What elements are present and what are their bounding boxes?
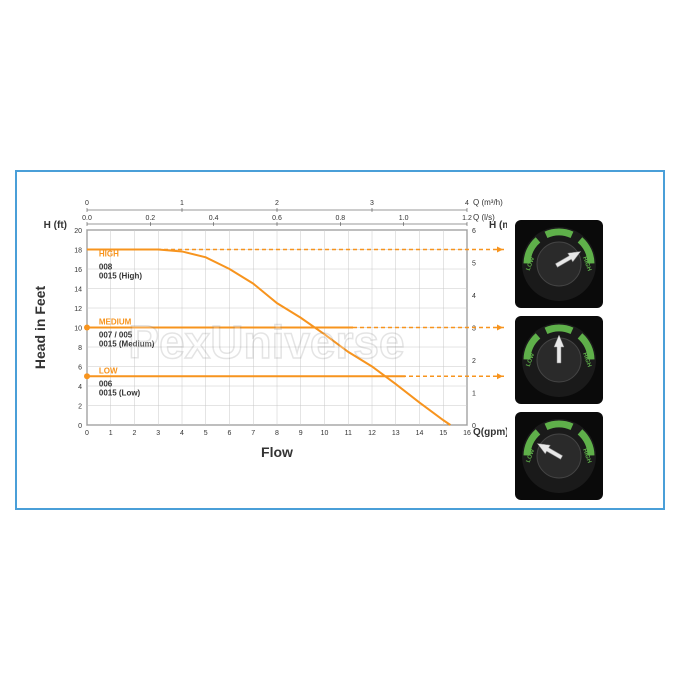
svg-text:4: 4	[472, 293, 476, 300]
speed-dial-low: MEDIUM LOW HIGH	[515, 412, 603, 500]
svg-text:9: 9	[298, 430, 302, 437]
svg-text:1: 1	[472, 390, 476, 397]
svg-text:10: 10	[320, 430, 328, 437]
svg-text:12: 12	[74, 306, 82, 313]
speed-dial-medium: MEDIUM LOW HIGH	[515, 316, 603, 404]
svg-text:3: 3	[370, 200, 374, 207]
svg-text:0.0: 0.0	[82, 215, 92, 222]
svg-text:7: 7	[251, 430, 255, 437]
svg-text:1: 1	[108, 430, 112, 437]
svg-text:0.4: 0.4	[208, 215, 218, 222]
svg-text:0: 0	[85, 430, 89, 437]
svg-text:2: 2	[78, 403, 82, 410]
pump-curve-chart: 0123456789101112131415160246810121416182…	[27, 192, 507, 492]
svg-text:Flow: Flow	[261, 444, 293, 460]
svg-text:4: 4	[78, 384, 82, 391]
svg-text:14: 14	[74, 286, 82, 293]
svg-text:0.2: 0.2	[145, 215, 155, 222]
svg-text:LOW: LOW	[98, 366, 117, 375]
svg-text:18: 18	[74, 247, 82, 254]
svg-text:2: 2	[275, 200, 279, 207]
svg-text:2: 2	[472, 358, 476, 365]
svg-text:Q(gpm): Q(gpm)	[473, 427, 507, 438]
svg-text:6: 6	[472, 228, 476, 235]
svg-text:0.6: 0.6	[272, 215, 282, 222]
svg-text:6: 6	[78, 364, 82, 371]
svg-text:16: 16	[74, 267, 82, 274]
svg-text:HIGH: HIGH	[98, 249, 118, 258]
svg-text:Q (l/s): Q (l/s)	[473, 213, 495, 222]
svg-text:0015 (Medium): 0015 (Medium)	[98, 339, 154, 348]
svg-text:Q (m³/h): Q (m³/h)	[473, 198, 503, 207]
svg-text:8: 8	[78, 345, 82, 352]
svg-text:0: 0	[85, 200, 89, 207]
svg-text:1.0: 1.0	[398, 215, 408, 222]
speed-dials: MEDIUM LOW HIGH MEDIUM LOW HIGH MEDIUM L…	[515, 220, 645, 500]
svg-text:5: 5	[472, 260, 476, 267]
svg-text:0.8: 0.8	[335, 215, 345, 222]
svg-text:1: 1	[180, 200, 184, 207]
svg-text:MEDIUM: MEDIUM	[98, 317, 131, 326]
svg-text:8: 8	[275, 430, 279, 437]
svg-text:007 / 005: 007 / 005	[98, 330, 132, 339]
svg-text:3: 3	[156, 430, 160, 437]
svg-text:4: 4	[180, 430, 184, 437]
chart-svg: 0123456789101112131415160246810121416182…	[27, 192, 507, 492]
svg-text:0015 (Low): 0015 (Low)	[98, 388, 140, 397]
svg-text:3: 3	[472, 325, 476, 332]
chart-frame: 0123456789101112131415160246810121416182…	[15, 170, 665, 510]
svg-text:11: 11	[344, 430, 351, 437]
svg-text:5: 5	[203, 430, 207, 437]
svg-text:13: 13	[391, 430, 399, 437]
svg-text:2: 2	[132, 430, 136, 437]
svg-text:15: 15	[439, 430, 447, 437]
svg-text:16: 16	[463, 430, 471, 437]
svg-text:4: 4	[465, 200, 469, 207]
svg-text:10: 10	[74, 325, 82, 332]
svg-text:12: 12	[368, 430, 376, 437]
svg-text:Head in Feet: Head in Feet	[32, 285, 48, 369]
svg-text:6: 6	[227, 430, 231, 437]
svg-text:0: 0	[78, 423, 82, 430]
svg-text:008: 008	[98, 262, 112, 271]
svg-text:006: 006	[98, 379, 112, 388]
svg-text:14: 14	[415, 430, 423, 437]
svg-text:H (ft): H (ft)	[43, 220, 66, 231]
speed-dial-high: MEDIUM LOW HIGH	[515, 220, 603, 308]
svg-text:1.2: 1.2	[462, 215, 472, 222]
svg-text:0015 (High): 0015 (High)	[98, 271, 141, 280]
svg-text:20: 20	[74, 228, 82, 235]
